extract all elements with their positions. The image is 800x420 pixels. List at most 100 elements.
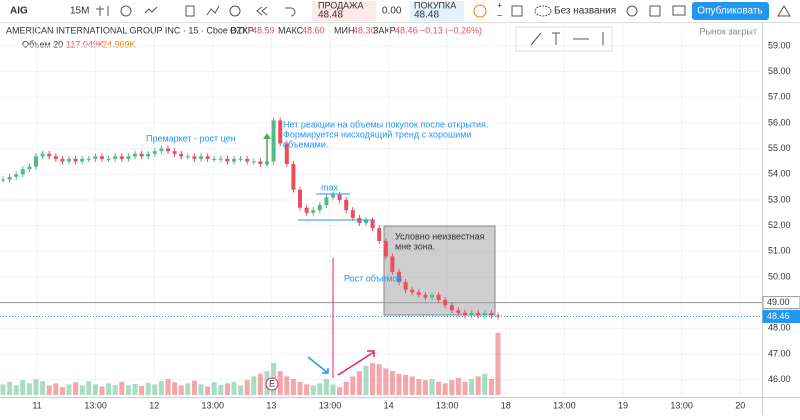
volume-bar — [59, 387, 65, 395]
y-tick-label: 57.00 — [768, 92, 791, 102]
volume-bar — [119, 381, 125, 395]
icon-compare[interactable] — [206, 5, 220, 16]
volume-bar — [251, 376, 257, 395]
volume-bar — [185, 383, 191, 395]
candle-body — [410, 289, 415, 293]
candle-body — [113, 156, 118, 159]
candle-body — [324, 197, 329, 206]
volume-bar — [79, 385, 85, 395]
volume-bar — [152, 384, 158, 395]
volume-bar — [376, 364, 382, 395]
interval[interactable]: 15M — [70, 6, 89, 17]
candle-body — [456, 310, 461, 313]
buy-box[interactable] — [410, 1, 464, 21]
icon-alert[interactable] — [229, 5, 241, 17]
icon-snapshot[interactable] — [672, 5, 686, 16]
volume-bar — [112, 384, 118, 395]
volume-bar — [172, 382, 178, 395]
candle-body — [34, 156, 38, 167]
plus-button[interactable]: + — [497, 0, 502, 10]
volume-bar — [238, 385, 244, 395]
icon-bars[interactable] — [96, 6, 109, 16]
candle-body — [344, 199, 349, 211]
candle-body — [284, 143, 289, 165]
x-tick-label: 12 — [149, 400, 159, 410]
icon-up[interactable] — [777, 5, 791, 17]
tool-line[interactable] — [530, 32, 542, 46]
open-value: 48.59 — [252, 25, 275, 35]
buy-price: 48.48 — [414, 10, 439, 21]
open-label: ОТКР — [230, 25, 254, 35]
volume-bar — [244, 380, 250, 395]
volume-bar — [0, 384, 6, 395]
symbol[interactable]: AIG — [10, 6, 28, 17]
tool-text[interactable] — [552, 32, 560, 45]
volume-bar — [482, 373, 488, 395]
minus-button[interactable]: − — [497, 10, 502, 20]
candle-body — [93, 156, 98, 159]
candle-body — [199, 156, 203, 159]
candle-body — [238, 158, 243, 160]
buy-label: ПОКУПКА — [414, 0, 456, 10]
candle-body — [443, 300, 448, 306]
publish-label: Опубликовать — [697, 5, 762, 17]
volume-bar — [218, 384, 224, 395]
volume-bar — [53, 383, 59, 395]
candle-body — [133, 153, 137, 157]
candle-body — [390, 256, 395, 272]
volume-bar — [205, 386, 211, 395]
x-tick-label: 13:00 — [319, 400, 342, 410]
candle-body — [100, 156, 104, 159]
icon-fullscreen[interactable] — [649, 5, 661, 17]
candle-body — [271, 120, 276, 162]
candle-body — [106, 158, 111, 160]
toolbar-icons[interactable] — [96, 5, 296, 17]
candle-body — [311, 210, 316, 213]
volume-bar — [350, 376, 356, 395]
volume-bar — [363, 365, 369, 395]
volume-bar — [125, 385, 131, 395]
icon-add[interactable] — [120, 5, 132, 17]
volume-bar — [277, 371, 283, 395]
candle-body — [251, 161, 256, 163]
candle-body — [430, 294, 434, 298]
layout-name[interactable]: Без названия — [554, 6, 616, 17]
drawing-tools[interactable] — [530, 32, 604, 46]
candle-body — [364, 220, 368, 224]
volume-bar — [370, 363, 376, 395]
sell-box[interactable] — [312, 1, 376, 21]
icon-settings[interactable] — [626, 5, 638, 17]
icon-templates[interactable] — [185, 5, 195, 17]
candle-body — [166, 148, 170, 152]
icon-indicators[interactable] — [144, 6, 158, 14]
candle-body — [67, 158, 71, 162]
x-tick-label: 13:00 — [202, 400, 225, 410]
volume-bar — [343, 381, 349, 395]
icon-replay[interactable] — [256, 6, 268, 16]
volume-bar — [20, 380, 26, 395]
info-icon[interactable] — [473, 4, 487, 18]
publish-button[interactable] — [692, 2, 769, 20]
candle-body — [159, 148, 164, 152]
y-tick-label: 50.00 — [768, 271, 791, 281]
annotation: Формируется нисходящий тренд с хорошими — [283, 129, 472, 139]
volume-bar — [99, 386, 105, 395]
candle-body — [225, 158, 230, 162]
candle-body — [86, 158, 91, 160]
icon-layout[interactable] — [511, 5, 523, 17]
y-tick-label: 47.00 — [768, 348, 791, 358]
x-tick-label: 11 — [32, 400, 41, 410]
volume-ma: 24.969K — [102, 39, 136, 49]
volume-bar — [488, 379, 494, 395]
icon-cloud[interactable] — [534, 5, 552, 17]
candle-body — [416, 292, 421, 295]
volume-bar — [442, 383, 448, 395]
volume-bar — [198, 384, 204, 395]
volume-bar — [73, 382, 79, 395]
candle-body — [476, 312, 481, 316]
high-value: 48.60 — [302, 25, 325, 35]
y-tick-label: 54.00 — [768, 169, 791, 179]
candle-body — [172, 151, 177, 154]
y-tick-label: 52.00 — [768, 220, 791, 230]
icon-undo[interactable] — [285, 7, 296, 17]
